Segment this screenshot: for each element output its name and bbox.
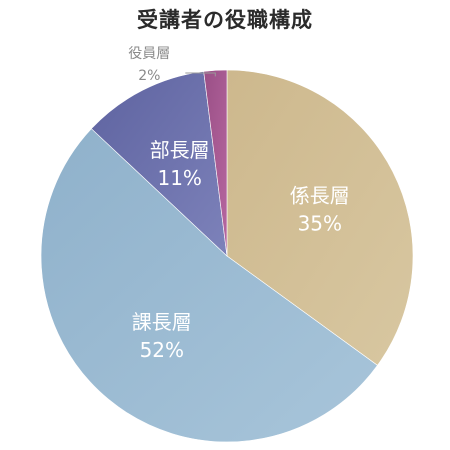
chart-title: 受講者の役職構成 (137, 8, 313, 32)
slices-layer (40, 69, 414, 443)
pie-slice-0 (226, 69, 414, 366)
slice-category-label: 部長層 (150, 138, 210, 162)
slice-category-label: 係長層 (290, 184, 350, 208)
callout-leader-line (185, 72, 216, 77)
slice-value-label: 52% (140, 338, 184, 362)
slice-value-label: 35% (298, 212, 342, 236)
labels-layer: 係長層 35% 課長層 52% 部長層 11% 役員層 2% (128, 46, 349, 362)
pie-slice-3 (203, 69, 228, 257)
slice-category-label: 課長層 (132, 310, 192, 334)
callout-category-label: 役員層 (128, 46, 170, 62)
slice-value-label: 11% (157, 166, 201, 190)
pie-slice-1 (40, 128, 378, 443)
callout-value-label: 2% (138, 68, 160, 84)
